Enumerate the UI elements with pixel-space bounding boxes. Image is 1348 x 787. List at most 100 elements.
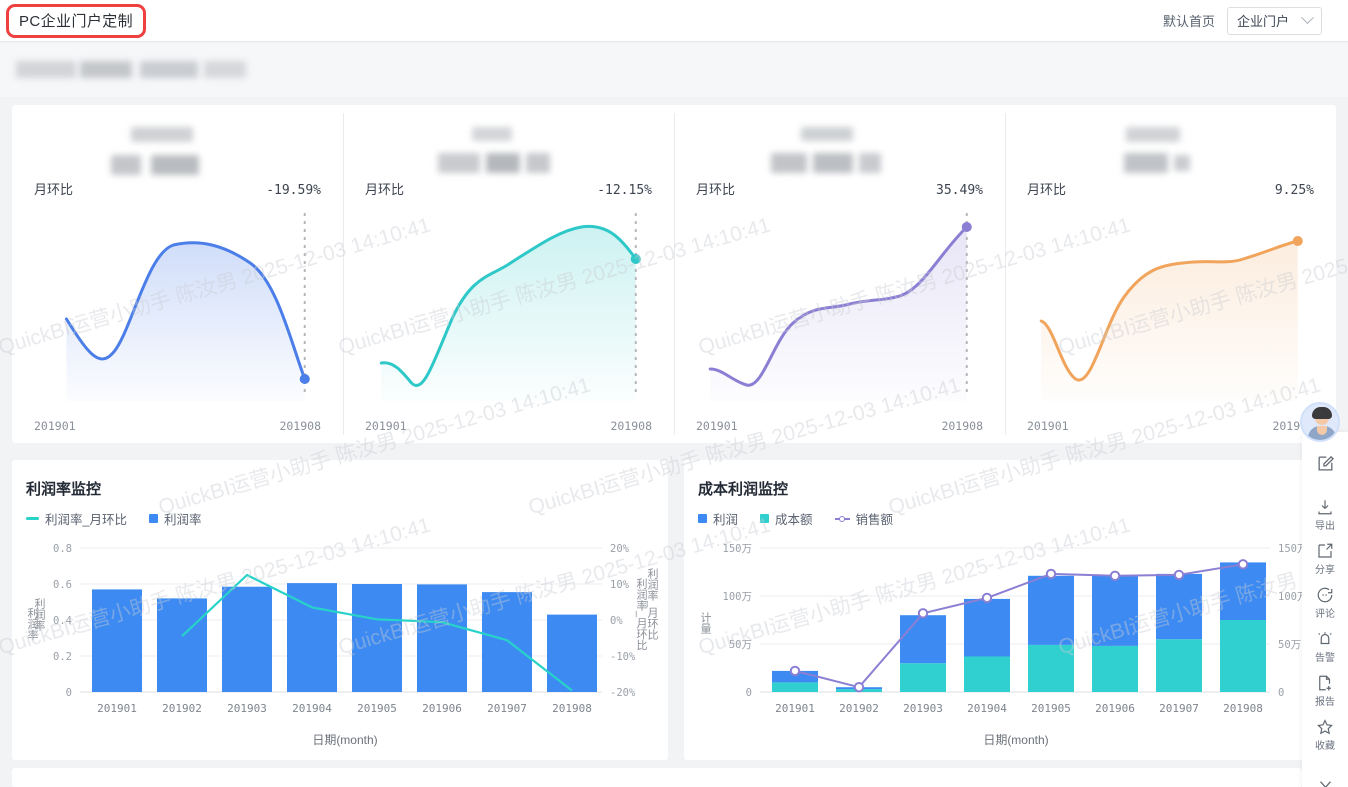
legend-item-sales[interactable]: 销售额 (834, 509, 894, 528)
y-axis-title-right: 计量 (699, 612, 711, 634)
kpi-card[interactable]: 月环比 -19.59% 201901 201908 (12, 105, 343, 443)
comment-button[interactable]: 评论 (1315, 586, 1335, 620)
kpi-label: 月环比 (696, 182, 736, 197)
edit-icon (1318, 455, 1334, 471)
favorite-icon (1317, 719, 1333, 735)
alert-button[interactable]: 告警 (1315, 630, 1335, 664)
y2-axis-title-left: 利润率_月环比 (635, 578, 647, 651)
line-swatch-icon (26, 517, 39, 520)
kpi-axis: 201901 201908 (696, 419, 983, 433)
page-title-highlight: PC企业门户定制 (6, 3, 147, 38)
kpi-value: 9.25% (1274, 183, 1314, 198)
cost-profit-panel: 成本利润监控 利润 成本额 销售额 (684, 460, 1340, 760)
svg-text:150万: 150万 (723, 543, 752, 555)
bottom-strip (12, 768, 1302, 787)
svg-text:0.4: 0.4 (53, 615, 72, 627)
kpi-value: -12.15% (597, 183, 652, 198)
kpi-row: 月环比 -19.59% (34, 179, 321, 198)
edit-button[interactable] (1316, 454, 1335, 474)
kpi-row: 月环比 35.49% (696, 179, 983, 198)
line-point-swatch-icon (834, 514, 850, 523)
favorite-button[interactable]: 收藏 (1315, 718, 1335, 752)
redacted-text-block (204, 61, 246, 78)
redacted-text-block (140, 61, 198, 78)
svg-text:日期(month): 日期(month) (983, 733, 1048, 747)
report-button[interactable]: 报告 (1315, 674, 1335, 708)
svg-text:利润率_月环比: 利润率_月环比 (646, 568, 659, 640)
kpi-row: 月环比 9.25% (1027, 179, 1314, 198)
svg-text:0.8: 0.8 (53, 543, 72, 555)
collapse-button[interactable] (1317, 776, 1334, 787)
kpi-axis-end: 201908 (279, 419, 321, 433)
svg-text:201902: 201902 (839, 702, 879, 715)
panel-title: 成本利润监控 (698, 481, 789, 498)
cost-profit-plot: 150万 100万 50万 0 150万 100万 50万 0 (684, 532, 1340, 760)
svg-text:0: 0 (746, 687, 752, 699)
svg-text:201907: 201907 (487, 702, 527, 715)
svg-text:-10%: -10% (610, 651, 636, 663)
kpi-card[interactable]: 月环比 9.25% 201901 201908 (1005, 105, 1336, 443)
rail-label: 分享 (1315, 565, 1335, 576)
y-axis-title-left: 利润率 (33, 598, 45, 631)
bar-swatch-icon (148, 514, 158, 523)
svg-text:201905: 201905 (357, 702, 397, 715)
kpi-label: 月环比 (1027, 182, 1067, 197)
chart-legend: 利润率_月环比 利润率 (26, 509, 201, 528)
legend-item-cost[interactable]: 成本额 (760, 509, 813, 528)
alert-icon (1318, 632, 1332, 645)
legend-label: 销售额 (855, 513, 894, 527)
kpi-card-strip: 月环比 -19.59% 201901 201908 (12, 105, 1336, 443)
panel-title: 利润率监控 (26, 481, 102, 498)
redacted-kpi-heading (1096, 121, 1246, 181)
svg-text:100万: 100万 (1278, 591, 1307, 603)
svg-text:10%: 10% (610, 579, 630, 591)
svg-text:201901: 201901 (97, 702, 137, 715)
kpi-card[interactable]: 月环比 -12.15% 201901 201908 (343, 105, 674, 443)
svg-text:201907: 201907 (1159, 702, 1199, 715)
kpi-axis-end: 201908 (610, 419, 652, 433)
default-home-label[interactable]: 默认首页 (1162, 14, 1215, 29)
kpi-axis-end: 201908 (941, 419, 983, 433)
chevron-down-icon (1301, 11, 1314, 25)
legend-item-profit-rate-mom[interactable]: 利润率_月环比 (26, 509, 127, 528)
svg-text:日期(month): 日期(month) (312, 733, 377, 747)
kpi-label: 月环比 (34, 182, 74, 197)
export-button[interactable]: 导出 (1315, 498, 1335, 532)
kpi-axis-start: 201901 (696, 419, 738, 433)
share-button[interactable]: 分享 (1315, 542, 1335, 576)
svg-text:201906: 201906 (422, 702, 462, 715)
report-icon (1319, 675, 1331, 691)
rail-label: 报告 (1315, 697, 1335, 708)
rail-label: 导出 (1315, 521, 1335, 532)
svg-text:0.6: 0.6 (53, 579, 72, 591)
redacted-breadcrumb-band (0, 43, 1348, 97)
svg-text:100万: 100万 (723, 591, 752, 603)
redacted-kpi-heading (765, 121, 915, 181)
kpi-axis-start: 201901 (1027, 419, 1069, 433)
kpi-value: -19.59% (266, 183, 321, 198)
legend-item-profit-rate[interactable]: 利润率 (148, 509, 201, 528)
bar-swatch-icon (698, 514, 707, 523)
svg-text:0: 0 (1278, 687, 1284, 699)
svg-text:150万: 150万 (1278, 543, 1307, 555)
svg-text:201908: 201908 (552, 702, 592, 715)
kpi-axis: 201901 201908 (365, 419, 652, 433)
svg-text:0%: 0% (610, 615, 623, 627)
svg-text:201904: 201904 (292, 702, 332, 715)
kpi-axis: 201901 201908 (34, 419, 321, 433)
kpi-axis-start: 201901 (34, 419, 76, 433)
svg-text:201903: 201903 (227, 702, 267, 715)
kpi-sparkline (688, 201, 991, 401)
redacted-text-block (16, 61, 76, 78)
kpi-sparkline (1019, 201, 1322, 401)
portal-select[interactable]: 企业门户 (1226, 6, 1322, 35)
svg-text:50万: 50万 (1278, 639, 1301, 651)
chart-legend: 利润 成本额 销售额 (698, 509, 893, 528)
redacted-text-block (80, 61, 132, 78)
avatar[interactable] (1300, 402, 1340, 442)
svg-text:0.2: 0.2 (53, 651, 72, 663)
legend-label: 利润 (713, 513, 739, 527)
legend-item-profit[interactable]: 利润 (698, 509, 738, 528)
kpi-card[interactable]: 月环比 35.49% 201901 201908 (674, 105, 1005, 443)
